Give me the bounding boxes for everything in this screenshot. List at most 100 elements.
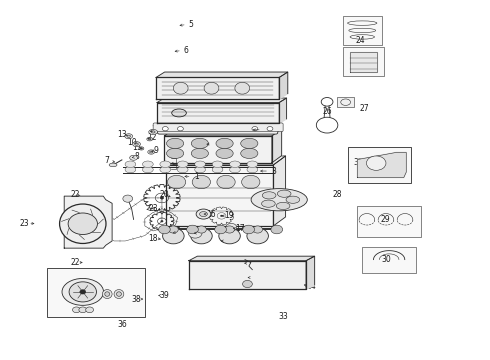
- Text: 25: 25: [355, 58, 365, 67]
- Ellipse shape: [60, 204, 106, 243]
- Ellipse shape: [149, 130, 158, 134]
- Text: 36: 36: [117, 320, 127, 329]
- Text: 30: 30: [382, 255, 392, 264]
- Text: 24: 24: [355, 36, 365, 45]
- Polygon shape: [357, 152, 406, 177]
- Text: 12: 12: [147, 133, 157, 142]
- Polygon shape: [157, 98, 287, 103]
- Circle shape: [247, 228, 269, 244]
- Circle shape: [177, 127, 183, 131]
- Polygon shape: [279, 98, 287, 123]
- Circle shape: [196, 226, 206, 233]
- Ellipse shape: [114, 289, 124, 298]
- Ellipse shape: [109, 163, 117, 167]
- Ellipse shape: [229, 166, 240, 173]
- Ellipse shape: [148, 138, 151, 140]
- Text: 35: 35: [246, 259, 256, 268]
- Ellipse shape: [167, 148, 184, 158]
- Polygon shape: [64, 196, 112, 248]
- Text: 8: 8: [134, 152, 139, 161]
- Ellipse shape: [216, 148, 233, 158]
- Ellipse shape: [241, 138, 258, 149]
- Text: 14: 14: [151, 125, 161, 134]
- Bar: [343, 47, 384, 76]
- Ellipse shape: [229, 161, 240, 167]
- Circle shape: [123, 195, 133, 202]
- Ellipse shape: [204, 82, 219, 94]
- Polygon shape: [156, 77, 279, 99]
- Text: 39: 39: [160, 291, 169, 300]
- Ellipse shape: [140, 148, 143, 149]
- Ellipse shape: [191, 148, 208, 158]
- Text: 37: 37: [249, 273, 259, 282]
- Ellipse shape: [102, 289, 112, 298]
- Ellipse shape: [212, 166, 223, 173]
- Text: 10: 10: [127, 138, 136, 147]
- Ellipse shape: [151, 131, 155, 133]
- Ellipse shape: [247, 161, 258, 167]
- Circle shape: [220, 215, 223, 217]
- Text: 34: 34: [306, 282, 316, 291]
- Circle shape: [86, 307, 94, 313]
- Text: 9: 9: [154, 146, 158, 155]
- Polygon shape: [306, 256, 315, 289]
- Ellipse shape: [216, 138, 233, 149]
- Ellipse shape: [247, 166, 258, 173]
- Ellipse shape: [168, 175, 186, 189]
- Circle shape: [187, 225, 198, 234]
- Ellipse shape: [235, 82, 249, 94]
- Bar: [337, 97, 354, 107]
- Ellipse shape: [191, 138, 208, 149]
- Ellipse shape: [196, 209, 211, 219]
- Polygon shape: [350, 51, 377, 72]
- Ellipse shape: [276, 202, 290, 210]
- Text: 4: 4: [213, 140, 218, 149]
- Circle shape: [252, 127, 258, 131]
- Bar: [347, 147, 411, 183]
- Circle shape: [253, 226, 263, 233]
- Ellipse shape: [195, 161, 205, 167]
- Polygon shape: [189, 261, 306, 289]
- Circle shape: [215, 225, 226, 234]
- Ellipse shape: [173, 82, 188, 94]
- Circle shape: [225, 226, 234, 233]
- Text: 13: 13: [117, 130, 127, 139]
- Ellipse shape: [143, 161, 153, 167]
- Circle shape: [219, 228, 240, 244]
- Text: 23: 23: [19, 219, 29, 228]
- Ellipse shape: [167, 138, 184, 149]
- Ellipse shape: [125, 161, 136, 167]
- Ellipse shape: [177, 166, 188, 173]
- Text: 28: 28: [332, 190, 342, 199]
- Polygon shape: [156, 72, 288, 77]
- Text: 20: 20: [160, 190, 169, 199]
- Ellipse shape: [133, 141, 141, 147]
- Polygon shape: [166, 165, 273, 226]
- Circle shape: [191, 228, 212, 244]
- Text: 18: 18: [148, 234, 158, 243]
- Polygon shape: [273, 156, 286, 226]
- Ellipse shape: [62, 278, 103, 305]
- Text: 2: 2: [265, 125, 270, 134]
- Ellipse shape: [195, 166, 205, 173]
- Text: 16: 16: [206, 210, 216, 219]
- Text: 5: 5: [189, 19, 194, 28]
- Text: 3: 3: [272, 167, 277, 176]
- Ellipse shape: [212, 161, 223, 167]
- Ellipse shape: [148, 150, 155, 154]
- Bar: [357, 206, 421, 237]
- Ellipse shape: [241, 148, 258, 158]
- Ellipse shape: [226, 224, 237, 231]
- Polygon shape: [189, 256, 315, 261]
- Circle shape: [267, 127, 273, 131]
- Ellipse shape: [217, 175, 235, 189]
- Polygon shape: [164, 129, 282, 136]
- Text: 38: 38: [132, 294, 141, 303]
- Ellipse shape: [139, 147, 144, 150]
- Ellipse shape: [192, 175, 211, 189]
- Ellipse shape: [242, 175, 260, 189]
- Ellipse shape: [149, 151, 153, 153]
- Ellipse shape: [262, 200, 275, 207]
- Text: 15: 15: [171, 158, 180, 167]
- Text: 19: 19: [224, 211, 234, 220]
